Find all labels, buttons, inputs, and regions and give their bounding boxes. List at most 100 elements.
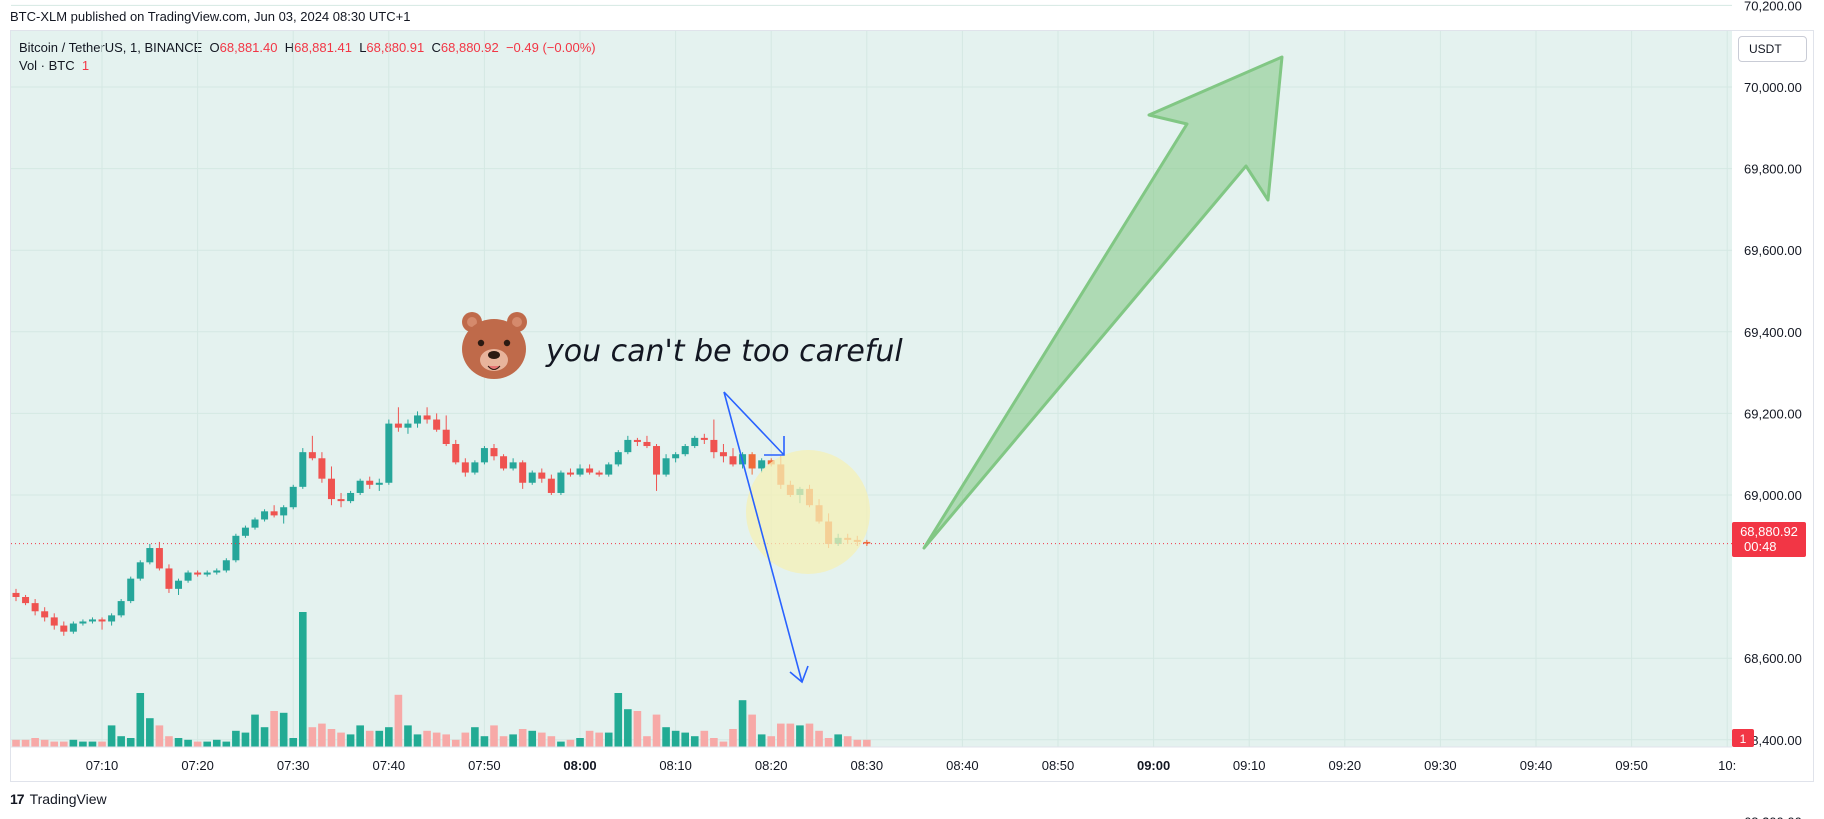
- candle: [643, 435, 651, 449]
- volume-bar: [299, 612, 307, 747]
- volume-bar: [671, 730, 680, 747]
- candle-body: [710, 439, 718, 453]
- price-axis: 70,400.0070,200.0070,000.0069,800.0069,6…: [1744, 0, 1802, 819]
- volume-bar: [365, 730, 374, 747]
- candle: [557, 470, 565, 495]
- time-tick-label: 09:10: [1233, 758, 1266, 773]
- footer-brand[interactable]: 17 TradingView: [10, 791, 107, 807]
- volume-bar: [805, 723, 814, 747]
- candle-body: [31, 603, 39, 612]
- candle: [50, 613, 58, 630]
- time-tick-label: 08:50: [1042, 758, 1075, 773]
- volume-label[interactable]: Vol · BTC: [19, 58, 75, 73]
- price-tick-label: 69,400.00: [1744, 325, 1802, 340]
- time-tick-label: 09:30: [1424, 758, 1457, 773]
- candle-body: [165, 568, 173, 589]
- candle-body: [50, 617, 58, 626]
- candle: [605, 462, 613, 477]
- volume-bar: [50, 741, 59, 747]
- plot-area[interactable]: [11, 31, 1732, 747]
- high-value: 68,881.41: [294, 40, 352, 55]
- volume-bar: [690, 736, 699, 747]
- time-tick-label: 09:20: [1329, 758, 1362, 773]
- symbol-name[interactable]: Bitcoin / TetherUS, 1, BINANCE: [19, 40, 203, 55]
- volume-bar: [270, 711, 278, 747]
- price-tick-label: 69,000.00: [1744, 488, 1802, 503]
- volume-bar: [12, 739, 20, 747]
- candle-body: [136, 562, 144, 579]
- candle-body: [241, 527, 249, 536]
- candle: [327, 466, 335, 506]
- volume-bar: [279, 712, 288, 747]
- time-tick-label: 08:00: [563, 758, 596, 773]
- candle-body: [624, 439, 632, 453]
- ohlc-legend: Bitcoin / TetherUS, 1, BINANCE O68,881.4…: [19, 40, 596, 55]
- countdown-value: 00:48: [1744, 539, 1777, 554]
- candle: [203, 570, 211, 577]
- candle-body: [729, 456, 737, 465]
- candlesticks: [12, 407, 871, 636]
- time-tick-label: 08:20: [755, 758, 788, 773]
- volume-bar: [165, 736, 173, 747]
- volume-bar: [767, 736, 776, 747]
- volume-bar: [69, 739, 78, 747]
- time-tick-label: 08:40: [946, 758, 979, 773]
- volume-bar: [136, 693, 145, 747]
- candle: [586, 464, 594, 475]
- candle-body: [681, 446, 689, 455]
- candle-body: [308, 452, 316, 459]
- time-tick-label: 09:40: [1520, 758, 1553, 773]
- candle: [442, 415, 450, 447]
- volume-bar: [212, 739, 221, 747]
- candle-body: [347, 492, 355, 502]
- candle: [232, 533, 240, 563]
- candle: [60, 621, 68, 636]
- candle-body: [672, 454, 680, 459]
- candle-body: [595, 472, 603, 475]
- candle: [681, 444, 689, 457]
- candle: [347, 490, 355, 504]
- candle-body: [88, 619, 96, 622]
- volume-bar: [79, 741, 87, 747]
- candle: [547, 474, 555, 495]
- candle-body: [423, 415, 431, 420]
- candle-body: [394, 423, 402, 428]
- candle: [653, 444, 661, 491]
- candle: [700, 433, 708, 444]
- volume-bar: [394, 694, 403, 747]
- time-tick-label: 07:10: [86, 758, 119, 773]
- volume-bar: [843, 736, 852, 747]
- volume-bar: [308, 727, 317, 747]
- candle: [280, 505, 288, 524]
- candle-body: [79, 621, 87, 624]
- candle-body: [213, 570, 221, 573]
- candle-body: [605, 464, 613, 475]
- candle-body: [404, 423, 412, 428]
- currency-selector[interactable]: USDT: [1738, 36, 1807, 62]
- volume-bar: [796, 725, 804, 747]
- candle-body: [98, 619, 106, 622]
- candle-body: [442, 429, 450, 444]
- last-price-badge: [1732, 522, 1806, 557]
- candle-body: [614, 452, 622, 465]
- volume-bar: [442, 734, 450, 747]
- volume-bar: [700, 730, 709, 747]
- chart-frame: [10, 30, 1814, 782]
- candle-body: [643, 441, 651, 447]
- candle: [471, 460, 479, 475]
- candle-body: [748, 454, 756, 469]
- candle: [633, 437, 641, 447]
- volume-bar: [863, 739, 871, 747]
- volume-bar: [203, 741, 211, 747]
- candle: [175, 578, 183, 595]
- candle: [213, 568, 221, 575]
- candle: [261, 509, 269, 522]
- candle: [155, 541, 163, 571]
- candle-body: [500, 456, 508, 469]
- candle: [394, 407, 402, 432]
- candle-body: [490, 448, 498, 457]
- candle-body: [662, 458, 670, 475]
- candle: [719, 444, 727, 463]
- candle-body: [261, 511, 269, 520]
- volume-bar: [757, 734, 766, 747]
